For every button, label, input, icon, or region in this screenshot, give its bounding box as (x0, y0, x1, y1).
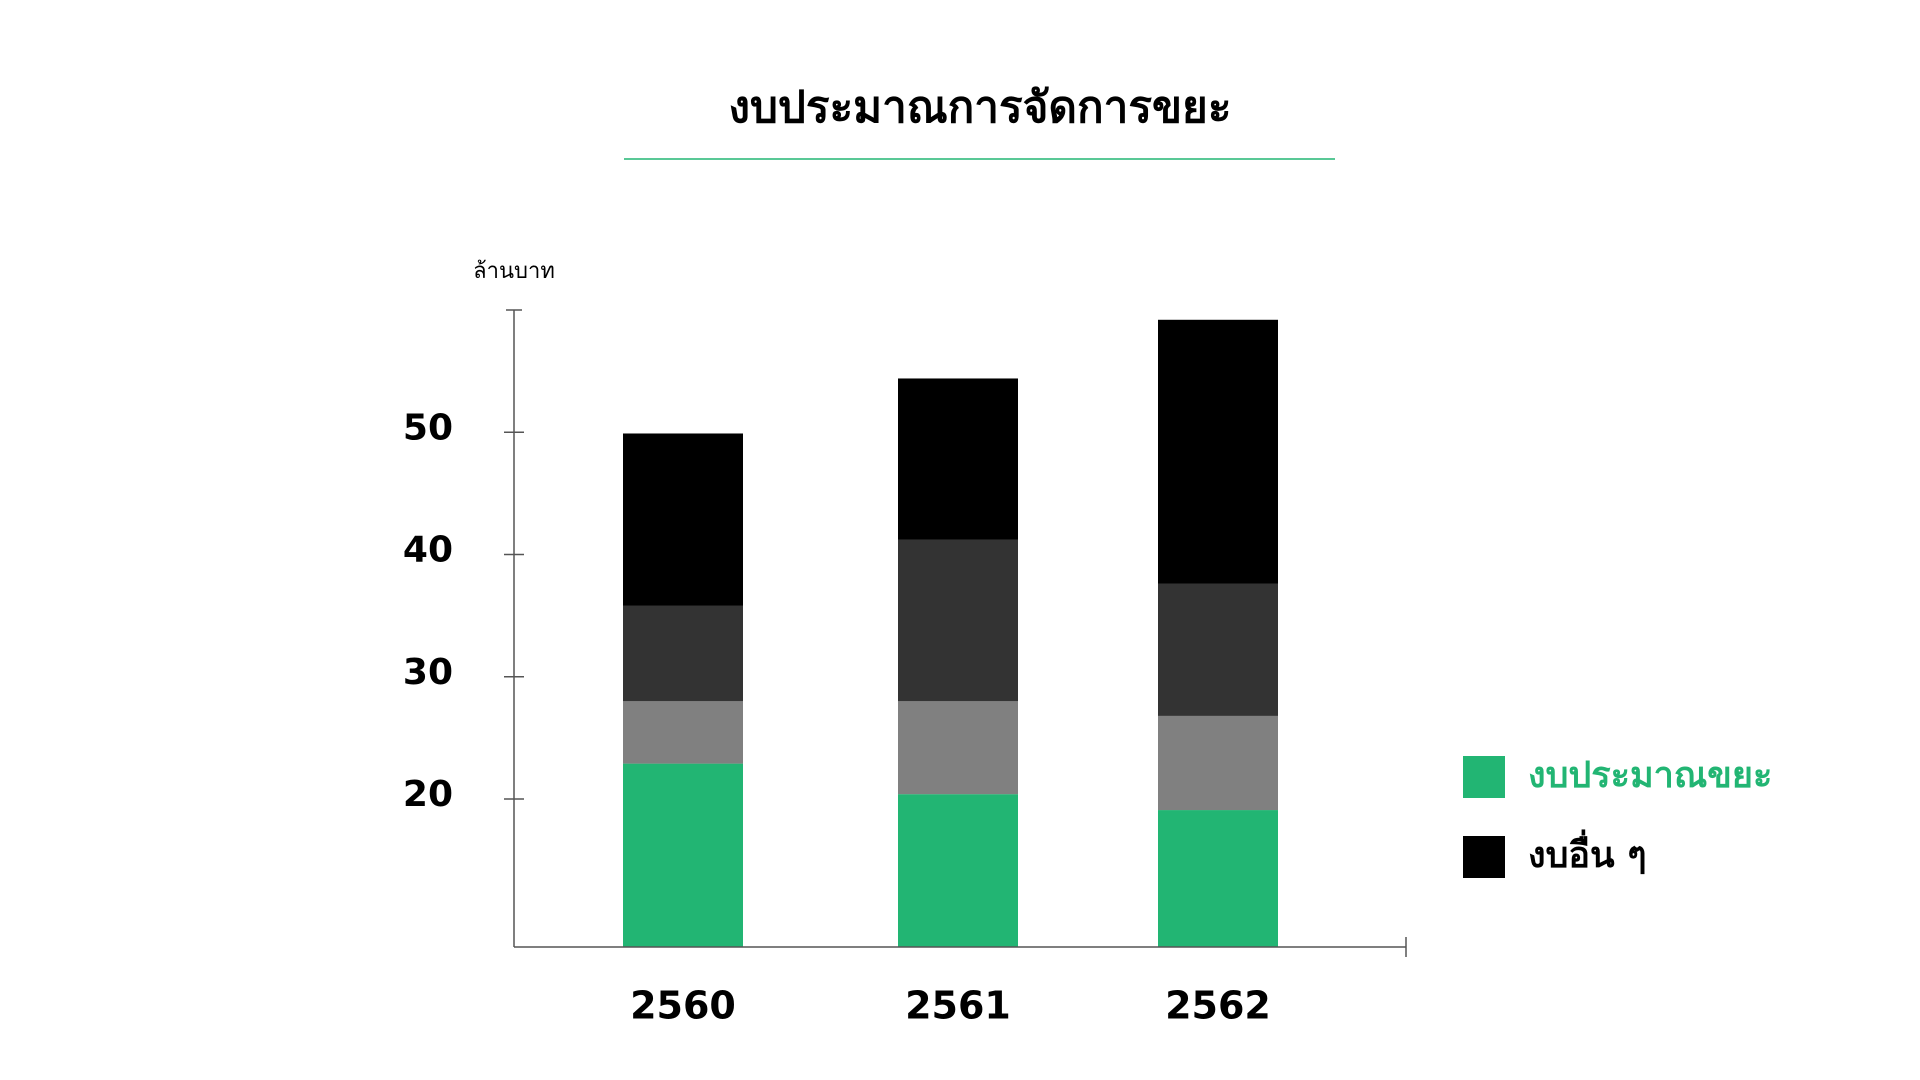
y-tick-label: 30 (403, 652, 453, 693)
bar-segment (1158, 715, 1278, 811)
bar-segment (898, 701, 1018, 795)
x-tick-label: 2562 (1165, 984, 1271, 1028)
y-tick-label: 40 (403, 530, 453, 571)
bar-segment (623, 701, 743, 764)
x-tick-label: 2561 (905, 984, 1011, 1028)
bar-segment (1158, 810, 1278, 947)
bar-segment (1158, 319, 1278, 584)
bar-segment (898, 378, 1018, 540)
y-tick-label: 20 (403, 774, 453, 815)
y-tick-label: 50 (403, 407, 453, 448)
bar-segment (623, 763, 743, 947)
legend-label: งบอื่น ๆ (1528, 829, 1647, 876)
bar-segment (898, 539, 1018, 702)
bar-segment (898, 794, 1018, 947)
legend-label: งบประมาณขยะ (1528, 755, 1772, 796)
legend-swatch (1463, 836, 1505, 878)
chart-title: งบประมาณการจัดการขยะ (729, 82, 1232, 133)
y-axis-label: ล้านบาท (473, 259, 555, 284)
bar-segment (623, 433, 743, 606)
x-tick-label: 2560 (630, 984, 736, 1028)
bar-segment (623, 605, 743, 702)
bar-segment (1158, 583, 1278, 716)
legend-swatch (1463, 756, 1505, 798)
